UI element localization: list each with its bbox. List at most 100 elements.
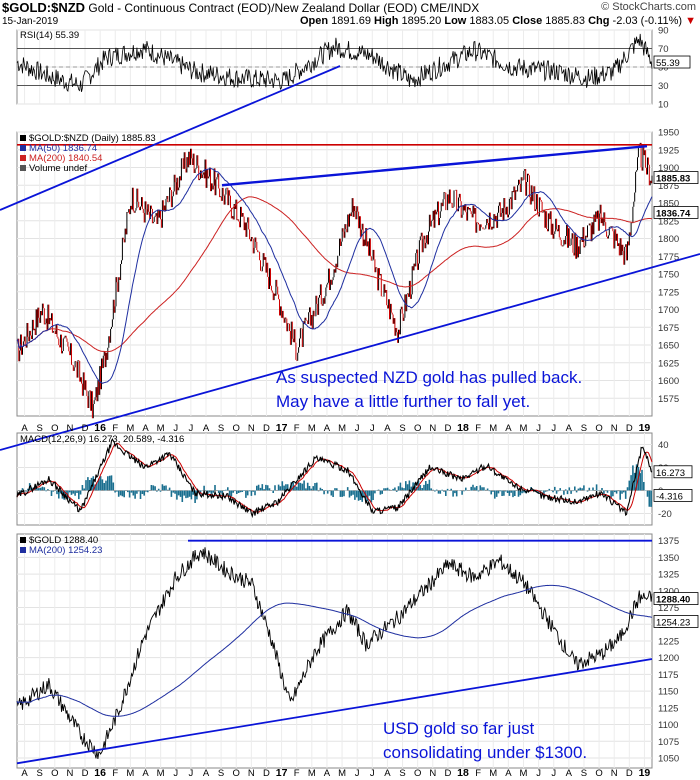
price-legend-3: Volume undef: [29, 163, 87, 174]
chg-value: -2.03 (-0.11%): [612, 15, 683, 27]
y-tick-label: 90: [658, 26, 669, 37]
x-tick-label: A: [203, 768, 210, 779]
x-tick-label: S: [581, 423, 587, 434]
x-tick-label: O: [51, 768, 58, 779]
x-tick-label: D: [444, 768, 451, 779]
y-tick-label: 1900: [658, 163, 679, 174]
ohlc-readout: Open 1891.69 High 1895.20 Low 1883.05 Cl…: [300, 15, 696, 27]
symbol-label: $GOLD:$NZD: [2, 0, 86, 15]
x-tick-label: S: [37, 423, 43, 434]
x-tick-label: J: [173, 768, 178, 779]
x-tick-label: F: [112, 423, 118, 434]
x-tick-label: A: [505, 423, 512, 434]
x-tick-label: F: [475, 423, 481, 434]
x-tick-label: O: [233, 423, 240, 434]
macd-legend: MACD(12,26,9) 16.273, 20.589, -4.316: [20, 434, 184, 445]
x-tick-label: M: [157, 768, 165, 779]
y-tick-label: 1750: [658, 270, 679, 281]
x-tick-label: N: [66, 768, 73, 779]
macd-last-box: [653, 489, 693, 502]
annotation-usd-1: USD gold so far just: [383, 719, 534, 738]
brand-label[interactable]: © StockCharts.com: [601, 1, 696, 13]
legend-swatch: [20, 135, 26, 141]
x-tick-label: 19: [639, 767, 651, 779]
gold-usd-panel: [16, 533, 653, 769]
legend-swatch: [20, 145, 26, 151]
legend-swatch: [20, 537, 26, 543]
lower-trend-line: [0, 253, 700, 451]
x-tick-label: S: [37, 768, 43, 779]
x-tick-label: A: [142, 423, 149, 434]
x-tick-label: A: [505, 768, 512, 779]
x-tick-label: 16: [94, 767, 106, 779]
x-tick-label: J: [355, 423, 360, 434]
x-tick-label: A: [21, 423, 28, 434]
x-tick-label: A: [21, 768, 28, 779]
down-arrow-icon: ▼: [685, 15, 696, 27]
macd-last-label: -4.316: [656, 491, 683, 502]
y-tick-label: 1575: [658, 394, 679, 405]
x-tick-label: M: [126, 768, 134, 779]
low-value: 1883.05: [469, 15, 510, 27]
y-tick-label: 1850: [658, 199, 679, 210]
x-tick-label: S: [581, 768, 587, 779]
x-tick-label: J: [370, 768, 375, 779]
y-tick-label: 1300: [658, 586, 679, 597]
y-tick-label: 1950: [658, 128, 679, 139]
y-tick-label: 1350: [658, 553, 679, 564]
y-tick-label: 1775: [658, 252, 679, 263]
y-tick-label: 1125: [658, 703, 678, 714]
x-tick-label: S: [218, 768, 224, 779]
x-tick-label: J: [188, 768, 193, 779]
high-value: 1895.20: [401, 15, 442, 27]
x-tick-label: D: [263, 423, 270, 434]
annotation-nzd-1: As suspected NZD gold has pulled back.: [276, 368, 582, 387]
y-tick-label: 1325: [658, 570, 679, 581]
x-tick-label: M: [308, 768, 316, 779]
y-tick-label: 30: [658, 81, 669, 92]
x-tick-label: M: [338, 423, 346, 434]
chart-title: $GOLD:$NZD Gold - Continuous Contract (E…: [2, 0, 479, 15]
macd-histogram: [18, 464, 652, 507]
annotation-usd-2: consolidating under $1300.: [383, 743, 587, 762]
price-down-bars: [18, 142, 652, 419]
macd-line: [16, 438, 653, 519]
x-tick-label: S: [218, 423, 224, 434]
price-legend-0: $GOLD:$NZD (Daily) 1885.83: [29, 133, 156, 144]
open-value: 1891.69: [331, 15, 371, 27]
x-tick-label: N: [248, 423, 255, 434]
x-tick-label: J: [536, 423, 541, 434]
symbol-description: Gold - Continuous Contract (EOD)/New Zea…: [88, 1, 480, 15]
y-tick-label: 1225: [658, 636, 679, 647]
y-tick-label: 1875: [658, 181, 679, 192]
gold-support-line: [16, 658, 653, 765]
x-tick-label: D: [82, 768, 89, 779]
x-tick-label: M: [489, 768, 497, 779]
upper-trend-line: [221, 145, 648, 187]
x-tick-label: A: [142, 768, 149, 779]
price-legend-1: MA(50) 1836.74: [29, 143, 97, 154]
x-tick-label: 17: [276, 422, 288, 434]
high-label: High: [374, 15, 399, 27]
macd-last-box: [653, 465, 693, 479]
x-tick-label: 18: [457, 767, 469, 779]
x-tick-label: O: [595, 768, 602, 779]
x-tick-label: D: [626, 423, 633, 434]
y-tick-label: 1800: [658, 234, 679, 245]
low-label: Low: [444, 15, 467, 27]
y-tick-label: 70: [658, 44, 669, 55]
x-tick-label: O: [414, 423, 421, 434]
macd-last-label: 16.273: [656, 468, 685, 479]
x-tick-label: D: [444, 423, 451, 434]
gold-last-box: [653, 615, 699, 628]
y-tick-label: 1600: [658, 376, 679, 387]
close-label: Close: [512, 15, 543, 27]
x-tick-label: 16: [94, 422, 106, 434]
x-tick-label: J: [370, 423, 375, 434]
x-tick-label: F: [294, 768, 300, 779]
y-tick-label: 1825: [658, 216, 679, 227]
x-tick-label: 19: [639, 422, 651, 434]
x-tick-label: D: [82, 423, 89, 434]
y-tick-label: 1375: [658, 536, 679, 547]
price-last-label: 1885.83: [656, 174, 690, 185]
